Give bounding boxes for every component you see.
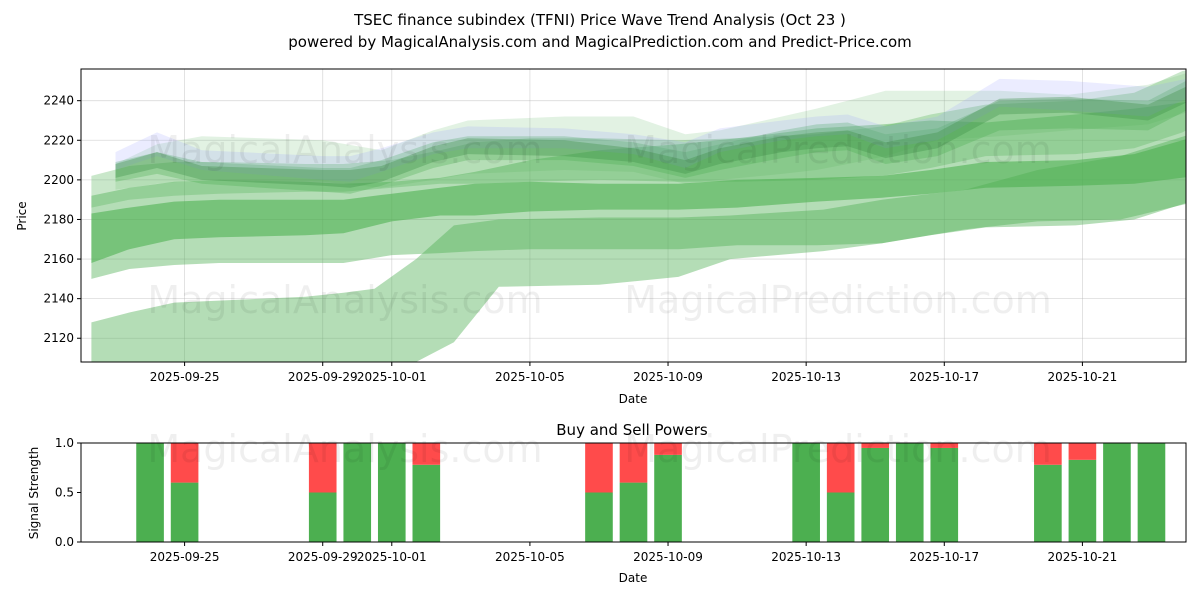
signal-y-tick-label: 1.0 <box>55 436 74 450</box>
price-x-tick-label: 2025-10-17 <box>909 370 979 384</box>
signal-y-tick-label: 0.0 <box>55 535 74 549</box>
price-x-tick-label: 2025-10-09 <box>633 370 703 384</box>
sell-bar <box>930 443 959 448</box>
price-plot-frame <box>80 68 1187 363</box>
signal-x-tick-label: 2025-10-17 <box>909 550 979 564</box>
price-x-tick-label: 2025-10-21 <box>1048 370 1118 384</box>
sell-bar <box>619 443 648 483</box>
sell-bar <box>308 443 337 493</box>
buy-bar <box>861 447 890 542</box>
price-x-tick-label: 2025-09-29 <box>288 370 358 384</box>
buy-bar <box>895 443 924 542</box>
sell-bar <box>170 443 199 483</box>
sell-bar <box>861 443 890 448</box>
watermark-analysis-mid: MagicalAnalysis.com <box>147 278 542 322</box>
signal-x-tick-label: 2025-10-01 <box>357 550 427 564</box>
wave-band-8 <box>115 86 1186 188</box>
price-x-tick-label: 2025-10-13 <box>771 370 841 384</box>
wave-band-5 <box>91 70 1186 208</box>
buy-bar <box>1068 459 1097 542</box>
buy-bar <box>308 492 337 542</box>
price-x-tick-label: 2025-10-05 <box>495 370 565 384</box>
sell-bar <box>585 443 613 493</box>
buy-bar <box>1034 464 1062 542</box>
signal-y-axis-label: Signal Strength <box>27 447 41 540</box>
signal-y-tick-label: 0.5 <box>55 486 74 500</box>
buy-sell-chart: Buy and Sell Powers MagicalAnalysis.com … <box>27 421 1187 585</box>
signal-axes: 0.0 0.5 1.0 2025-09-25 2025-09-29 2025-10-01 2… <box>55 436 1117 564</box>
buy-bar <box>412 464 441 542</box>
buy-bar <box>343 443 372 542</box>
price-x-tick-label: 2025-09-25 <box>150 370 220 384</box>
sell-bar <box>412 443 441 465</box>
price-y-tick-label: 2220 <box>43 133 74 147</box>
wave-band-3 <box>91 139 1186 263</box>
price-y-tick-label: 2200 <box>43 173 74 187</box>
signal-x-tick-label: 2025-10-05 <box>495 550 565 564</box>
buy-bar <box>654 454 682 542</box>
buy-bar <box>585 492 613 542</box>
signal-x-tick-label: 2025-09-25 <box>150 550 220 564</box>
price-watermarks: MagicalAnalysis.com MagicalPrediction.co… <box>147 128 1051 322</box>
watermark-prediction-top: MagicalPrediction.com <box>624 128 1052 172</box>
price-y-tick-label: 2120 <box>43 331 74 345</box>
wave-band-7 <box>115 78 1186 182</box>
price-wave-chart: MagicalAnalysis.com MagicalPrediction.co… <box>15 68 1187 406</box>
buy-bar <box>930 447 959 542</box>
wave-band-4 <box>115 73 1186 190</box>
watermark-prediction-bottom: MagicalPrediction.com <box>624 427 1052 471</box>
sell-bar <box>1068 443 1097 460</box>
price-y-axis-label: Price <box>15 201 29 230</box>
signal-x-tick-label: 2025-09-29 <box>288 550 358 564</box>
sell-bar <box>1034 443 1062 465</box>
wave-band-6 <box>115 80 1186 194</box>
price-y-tick-label: 2140 <box>43 292 74 306</box>
watermark-analysis-bottom: MagicalAnalysis.com <box>147 427 542 471</box>
watermark-analysis-top: MagicalAnalysis.com <box>147 128 542 172</box>
buy-bar <box>170 482 199 542</box>
buy-bar <box>1137 443 1166 542</box>
buy-bar <box>792 443 820 542</box>
wave-band-1 <box>91 135 1186 362</box>
buy-bar <box>1103 443 1131 542</box>
chart-subtitle: powered by MagicalAnalysis.com and Magic… <box>288 33 912 51</box>
buy-bar <box>619 482 648 542</box>
signal-x-tick-label: 2025-10-13 <box>771 550 841 564</box>
chart-title: TSEC finance subindex (TFNI) Price Wave … <box>353 11 846 29</box>
watermark-prediction-mid: MagicalPrediction.com <box>624 278 1052 322</box>
signal-x-axis-label: Date <box>619 571 648 585</box>
price-wave-bands <box>91 70 1186 362</box>
signal-x-tick-label: 2025-10-09 <box>633 550 703 564</box>
price-x-axis-label: Date <box>619 392 648 406</box>
signal-x-tick-label: 2025-10-21 <box>1048 550 1118 564</box>
buy-sell-title: Buy and Sell Powers <box>556 421 708 439</box>
signal-watermarks: MagicalAnalysis.com MagicalPrediction.co… <box>147 427 1051 471</box>
signal-bars <box>136 443 1166 542</box>
price-x-tick-label: 2025-10-01 <box>357 370 427 384</box>
price-axes: 2120 2140 2160 2180 2200 2220 2240 2025-09-25 20… <box>43 94 1117 384</box>
buy-bar <box>377 443 406 542</box>
price-y-tick-label: 2240 <box>43 94 74 108</box>
buy-bar <box>826 492 855 542</box>
sell-bar <box>826 443 855 493</box>
buy-bar <box>136 443 164 542</box>
price-y-tick-label: 2160 <box>43 252 74 266</box>
price-y-tick-label: 2180 <box>43 212 74 226</box>
sell-bar <box>654 443 682 455</box>
